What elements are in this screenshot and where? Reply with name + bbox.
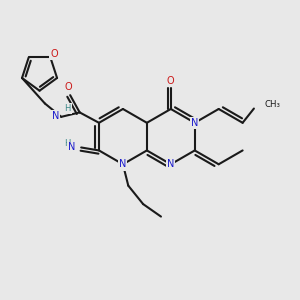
Text: O: O: [167, 76, 175, 86]
Text: N: N: [191, 118, 198, 128]
Text: N: N: [52, 111, 60, 121]
Text: N: N: [119, 159, 127, 169]
Text: N: N: [167, 159, 175, 169]
Text: N: N: [120, 161, 126, 170]
Text: N: N: [68, 142, 75, 152]
Text: H: H: [64, 104, 71, 113]
Text: O: O: [50, 50, 58, 59]
Text: CH₃: CH₃: [264, 100, 280, 109]
Text: H: H: [64, 139, 71, 148]
Text: O: O: [65, 82, 73, 92]
